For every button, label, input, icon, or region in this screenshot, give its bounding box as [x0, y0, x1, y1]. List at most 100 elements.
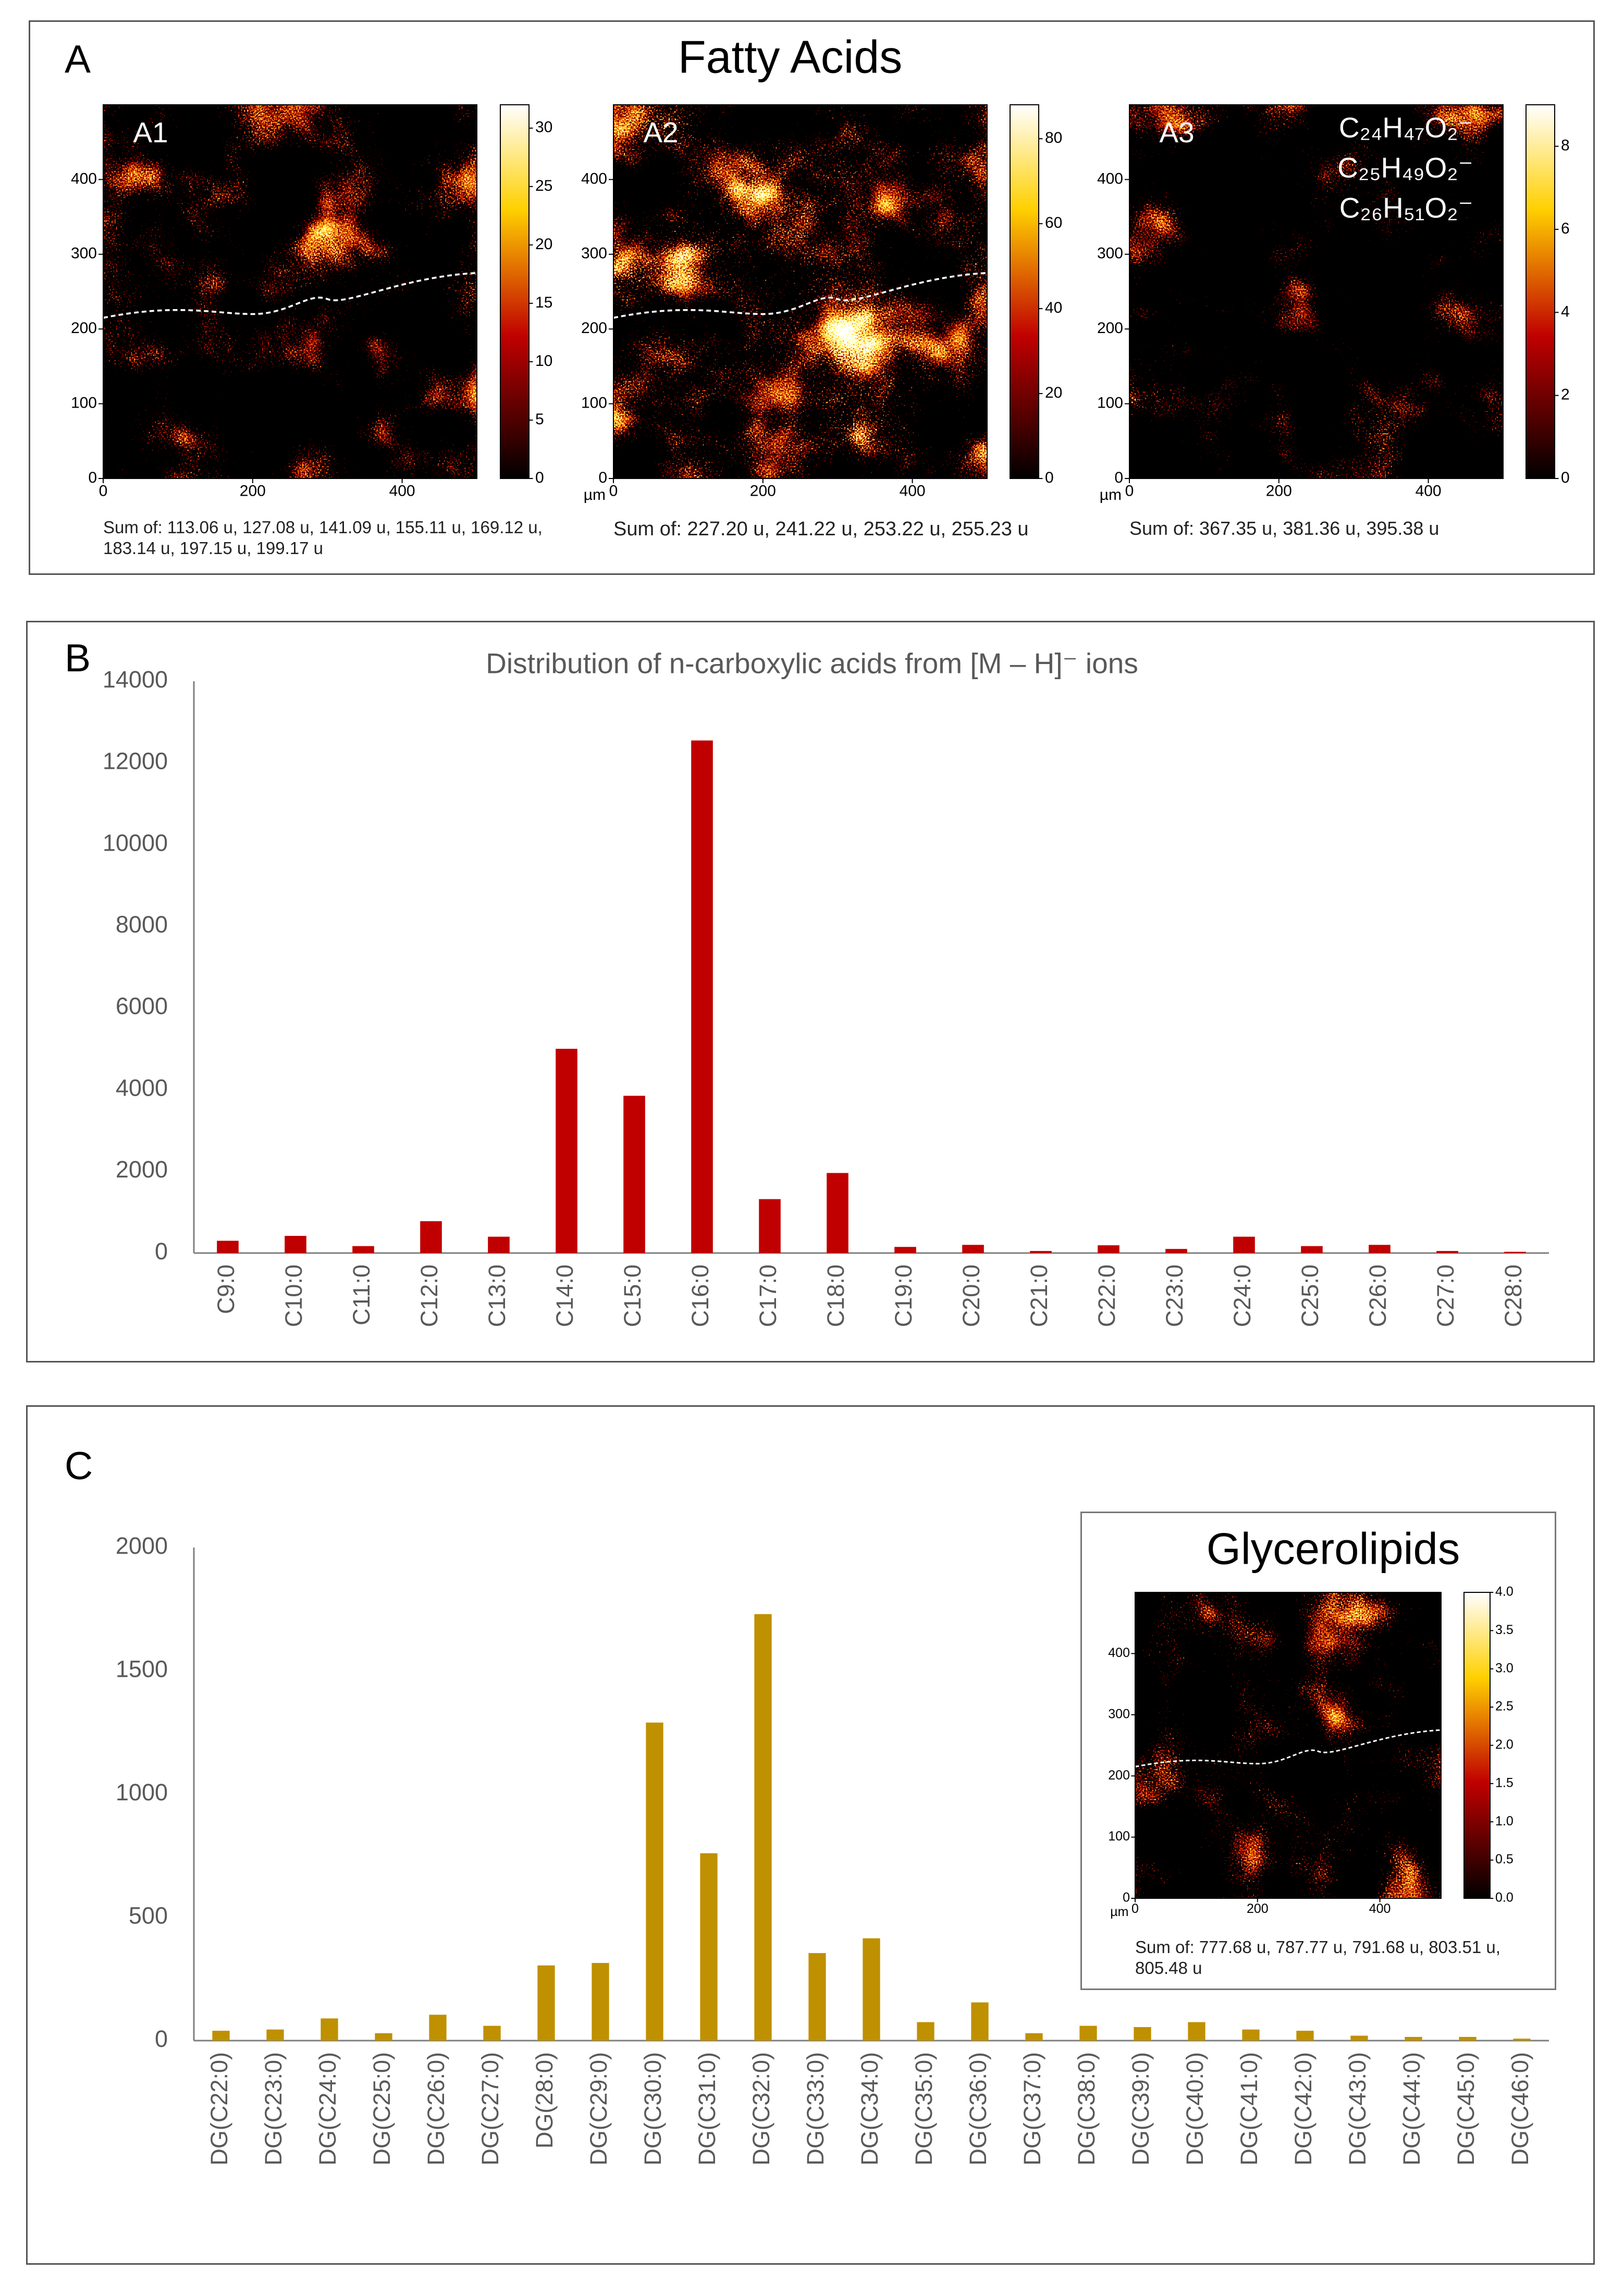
bar: [556, 1049, 577, 1253]
colorbar-tick-label: 0: [1561, 469, 1570, 486]
image-border: [1129, 104, 1504, 479]
colorbar-tick-label: 2.5: [1495, 1699, 1514, 1714]
bar: [646, 1722, 663, 2041]
x-tick-label: 0: [609, 482, 618, 499]
bar: [894, 1247, 916, 1253]
x-tick-label: DG(C44:0): [1398, 2052, 1425, 2166]
x-tick-label: C26:0: [1364, 1265, 1391, 1327]
ion-image: [1129, 105, 1503, 478]
bar: [1188, 2022, 1205, 2041]
colorbar: [1010, 104, 1039, 479]
colorbar-tick-label: 60: [1045, 214, 1062, 231]
bar: [759, 1199, 781, 1253]
x-tick-label: C17:0: [755, 1265, 781, 1327]
y-tick-label: 10000: [103, 829, 168, 856]
inset-canvas: Glycerolipids 0 200 400 0 100 200 300 400 µm 0.0 0…: [1108, 1524, 1514, 1919]
panel-c-frame: [26, 1405, 1595, 2265]
bar: [1301, 1246, 1323, 1253]
colorbar-tick-label: 5: [535, 411, 544, 428]
bar: [827, 1173, 848, 1253]
bar: [429, 2015, 447, 2041]
x-tick-label: DG(C25:0): [368, 2052, 395, 2166]
y-tick-label: 0: [1123, 1891, 1130, 1905]
bar: [623, 1096, 645, 1253]
bar: [1350, 2035, 1368, 2041]
bar: [1405, 2036, 1422, 2041]
x-tick-label: DG(C34:0): [856, 2052, 883, 2166]
y-tick-label: 1500: [116, 1655, 168, 1682]
x-tick-label: 400: [900, 482, 926, 499]
x-tick-label: DG(C43:0): [1344, 2052, 1371, 2166]
colorbar-tick-label: 0.5: [1495, 1852, 1514, 1867]
bar: [1098, 1245, 1119, 1253]
caption: Sum of: 777.68 u, 787.77 u, 791.68 u, 80…: [1135, 1937, 1500, 1978]
bar: [863, 1938, 880, 2041]
x-tick-label: DG(C33:0): [802, 2052, 829, 2166]
y-tick-label: 12000: [103, 748, 168, 775]
y-tick-label: 100: [1097, 395, 1123, 412]
x-tick-label: 200: [1247, 1901, 1269, 1916]
x-tick-label: C19:0: [890, 1265, 917, 1327]
x-tick-label: 400: [389, 482, 415, 499]
x-tick-label: C10:0: [280, 1265, 307, 1327]
bar: [1369, 1245, 1391, 1253]
x-tick-label: DG(C35:0): [911, 2052, 937, 2166]
panel-label: A: [65, 37, 91, 81]
y-tick-label: 6000: [116, 993, 168, 1020]
ion-image: [613, 105, 987, 478]
image-border: [613, 104, 988, 479]
bar: [483, 2026, 501, 2041]
colorbar-tick-label: 1.5: [1495, 1775, 1514, 1790]
y-tick-label: 200: [1108, 1768, 1130, 1783]
bar: [537, 1965, 555, 2041]
x-tick-label: C27:0: [1432, 1265, 1459, 1327]
bar: [352, 1246, 374, 1253]
bar: [1025, 2033, 1043, 2041]
colorbar: [1463, 1592, 1491, 1899]
boundary-line: [103, 272, 477, 319]
x-tick-label: 200: [240, 482, 266, 499]
x-tick-label: DG(C46:0): [1507, 2052, 1533, 2166]
x-tick-label: C12:0: [416, 1265, 442, 1327]
bar: [1030, 1251, 1052, 1253]
y-tick-label: 300: [1108, 1707, 1130, 1721]
bar: [212, 2031, 230, 2041]
image-label: A1: [133, 116, 168, 149]
x-tick-label: 200: [750, 482, 776, 499]
y-tick-label: 400: [1108, 1646, 1130, 1660]
bar: [962, 1245, 984, 1253]
image-label: A2: [643, 116, 678, 149]
y-tick-label: 1000: [116, 1779, 168, 1806]
panel-b-frame: [26, 621, 1595, 1362]
bar: [691, 740, 713, 1253]
ion-image: [103, 105, 477, 478]
y-tick-label: 0: [1114, 469, 1123, 486]
x-tick-label: DG(C39:0): [1127, 2052, 1154, 2166]
image-border: [1135, 1592, 1442, 1899]
x-tick-label: C23:0: [1161, 1265, 1188, 1327]
x-tick-label: 400: [1369, 1901, 1391, 1916]
y-tick-label: 200: [581, 320, 607, 337]
x-tick-label: DG(C38:0): [1073, 2052, 1100, 2166]
x-tick-label: C13:0: [484, 1265, 510, 1327]
x-tick-label: C21:0: [1026, 1265, 1052, 1327]
x-tick-label: DG(C23:0): [260, 2052, 287, 2166]
axis-unit: µm: [1100, 486, 1122, 504]
bar: [808, 1953, 826, 2041]
y-tick-label: 100: [71, 395, 97, 412]
panel-a-frame: [29, 20, 1595, 575]
colorbar-tick-label: 40: [1045, 299, 1062, 316]
bar: [420, 1221, 442, 1253]
x-tick-label: DG(C45:0): [1453, 2052, 1479, 2166]
y-tick-label: 4000: [116, 1074, 168, 1101]
y-tick-label: 500: [129, 1902, 168, 1929]
y-tick-label: 100: [1108, 1829, 1130, 1844]
colorbar-tick-label: 3.5: [1495, 1623, 1514, 1637]
x-tick-label: DG(C30:0): [639, 2052, 666, 2166]
colorbar-tick-label: 4: [1561, 303, 1570, 320]
colorbar-tick-label: 30: [535, 119, 552, 136]
colorbar-tick-label: 25: [535, 177, 552, 194]
x-tick-label: DG(C22:0): [206, 2052, 232, 2166]
x-tick-label: C28:0: [1500, 1265, 1527, 1327]
bar: [1134, 2027, 1151, 2041]
